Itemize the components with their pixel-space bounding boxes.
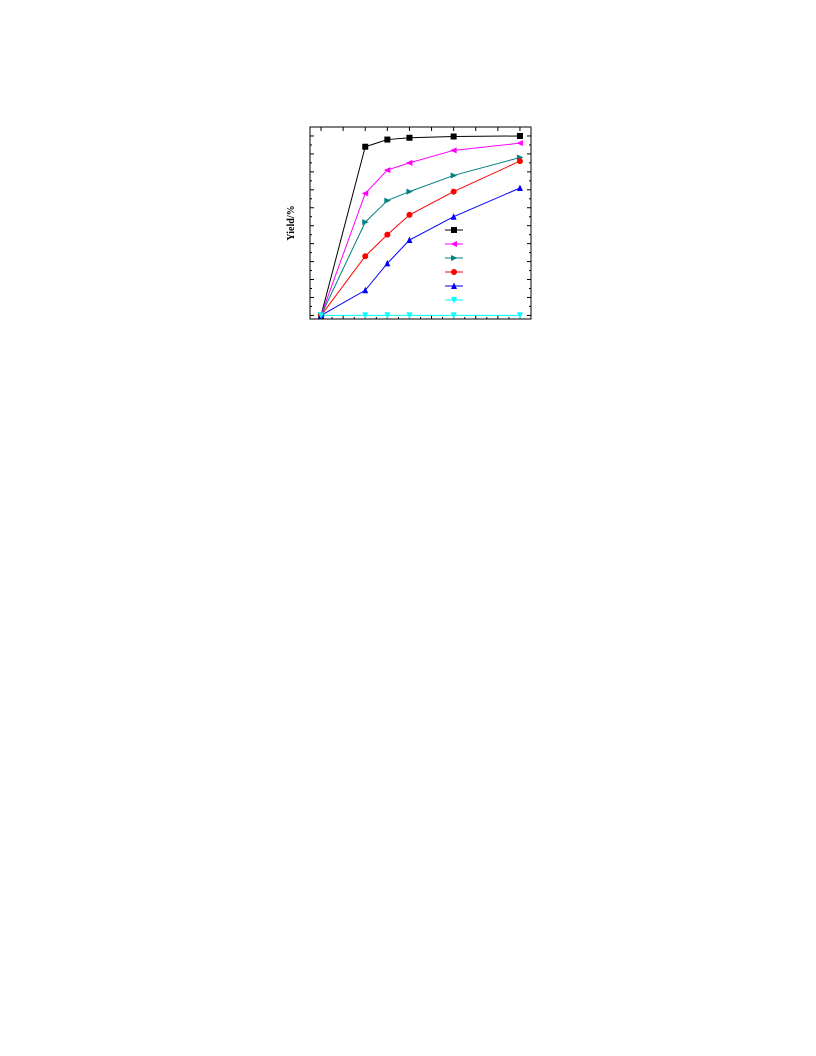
data-point (450, 172, 458, 179)
data-point (516, 312, 523, 319)
data-point (406, 188, 413, 195)
series-lines (320, 135, 521, 316)
data-point (450, 188, 457, 195)
data-point (362, 143, 369, 150)
y-axis-label: Yield/% (286, 205, 297, 240)
legend-marker-4 (451, 269, 457, 275)
series-line-2 (320, 142, 521, 316)
data-point (406, 134, 413, 141)
data-point (383, 167, 391, 174)
legend-marker-6 (451, 297, 457, 304)
data-point (516, 140, 523, 147)
data-point (384, 231, 391, 238)
axis-ticks (310, 127, 531, 319)
data-point (406, 236, 413, 244)
data-point (450, 312, 457, 319)
data-point (450, 213, 457, 220)
data-point (362, 286, 369, 294)
data-point (384, 259, 391, 267)
data-point (318, 312, 325, 319)
data-point (384, 197, 391, 204)
legend-marker-5 (451, 282, 457, 289)
legend (445, 227, 463, 304)
series-line-4 (320, 160, 521, 316)
data-point (361, 190, 369, 197)
data-point (362, 219, 369, 226)
plot-frame (309, 126, 532, 320)
legend-marker-3 (451, 255, 458, 261)
data-point (406, 312, 413, 319)
legend-marker-1 (451, 227, 457, 233)
data-point (405, 159, 413, 166)
series-markers (317, 132, 524, 319)
data-point (384, 312, 391, 319)
data-point (516, 158, 523, 165)
data-point (362, 312, 369, 319)
data-point (450, 147, 457, 154)
series-line-3 (320, 157, 521, 316)
series-line-1 (320, 135, 520, 316)
data-point (362, 253, 369, 260)
data-point (384, 136, 391, 143)
legend-marker-2 (450, 241, 457, 247)
data-point (516, 184, 523, 192)
data-point (516, 132, 523, 139)
data-point (406, 211, 413, 218)
series-line-5 (320, 187, 521, 316)
data-point (450, 133, 457, 140)
